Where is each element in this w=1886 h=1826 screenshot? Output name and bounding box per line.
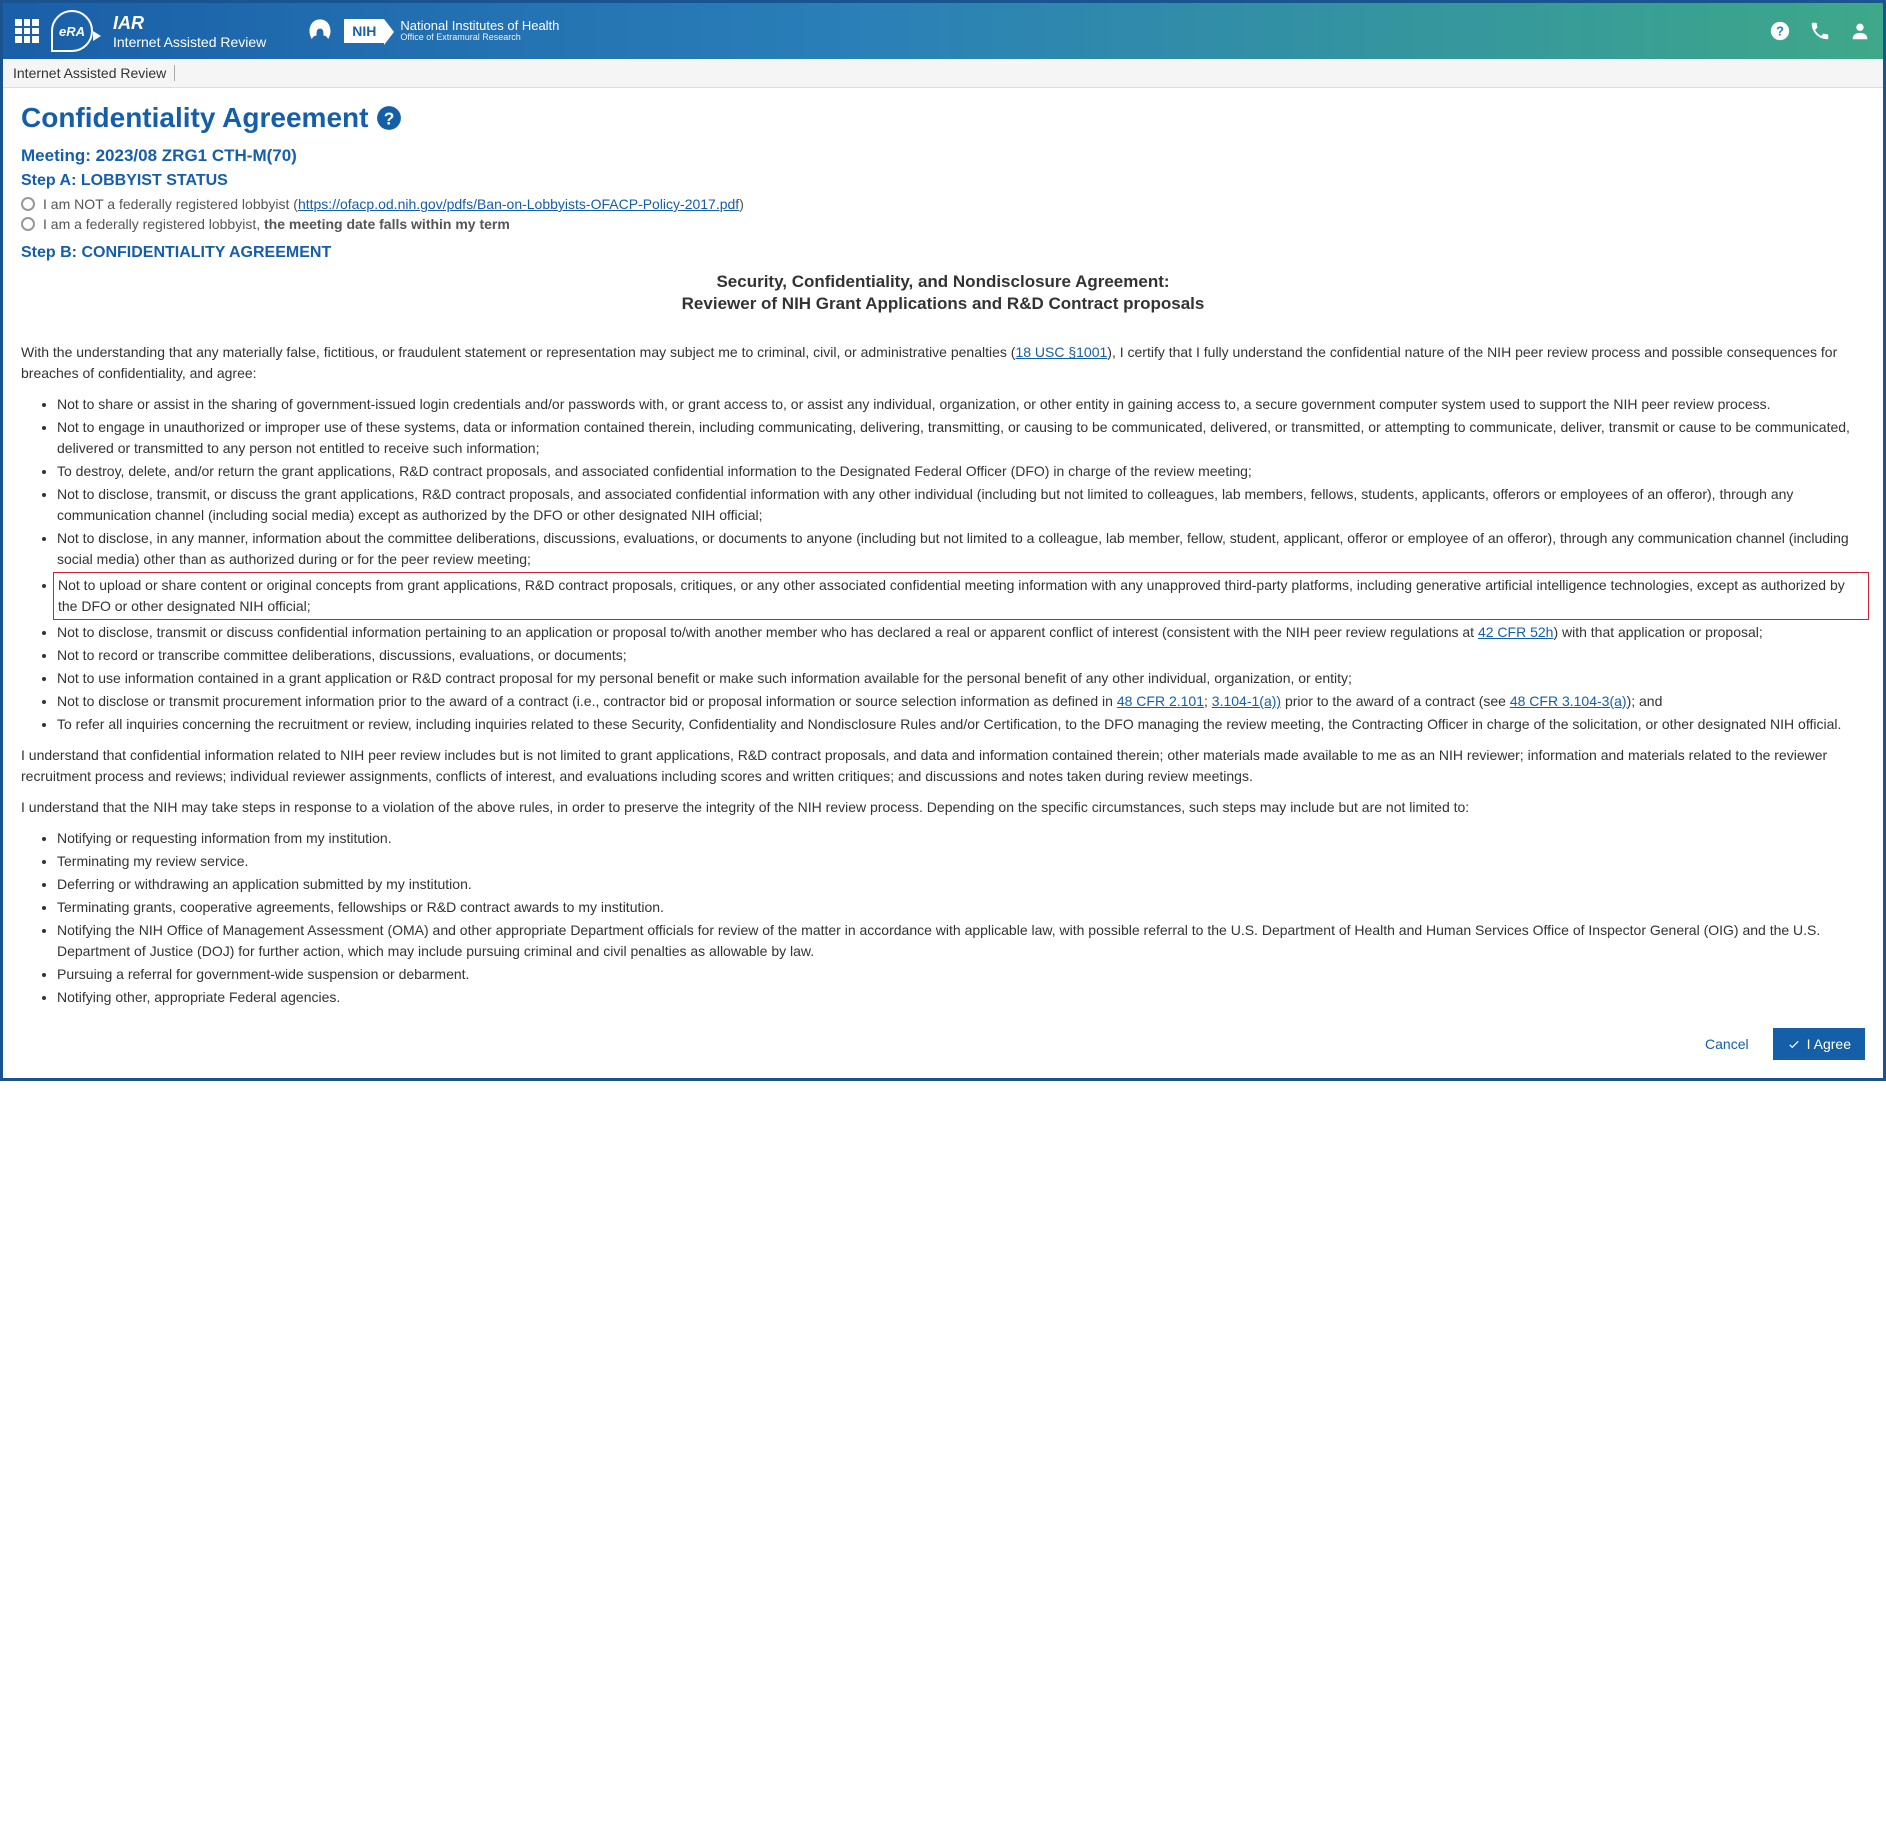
check-icon <box>1787 1037 1801 1051</box>
breadcrumb-item[interactable]: Internet Assisted Review <box>13 65 175 81</box>
understanding-para-1: I understand that confidential informati… <box>21 745 1865 787</box>
usc-1001-link[interactable]: 18 USC §1001 <box>1015 344 1107 360</box>
list-item: Not to engage in unauthorized or imprope… <box>57 417 1865 459</box>
radio2-text-bold: the meeting date falls within my term <box>264 216 510 232</box>
help-circle-icon[interactable]: ? <box>376 105 402 131</box>
era-logo[interactable]: eRA <box>51 10 93 52</box>
list-item: Notifying or requesting information from… <box>57 828 1865 849</box>
phone-icon[interactable] <box>1809 20 1831 42</box>
era-logo-text: eRA <box>51 10 93 52</box>
list-item: Not to disclose, transmit or discuss con… <box>57 622 1865 643</box>
list-item: Notifying other, appropriate Federal age… <box>57 987 1865 1008</box>
agree-button-label: I Agree <box>1807 1036 1851 1052</box>
radio1-text-post: ) <box>739 196 744 212</box>
nih-line2: Office of Extramural Research <box>400 33 559 43</box>
lobbyist-radio-not[interactable]: I am NOT a federally registered lobbyist… <box>21 196 1865 212</box>
agreement-subtitle: Reviewer of NIH Grant Applications and R… <box>21 294 1865 314</box>
list-item: Pursuing a referral for government-wide … <box>57 964 1865 985</box>
list-item: Not to share or assist in the sharing of… <box>57 394 1865 415</box>
apps-menu-icon[interactable] <box>15 19 39 43</box>
understanding-para-2: I understand that the NIH may take steps… <box>21 797 1865 818</box>
radio1-text-pre: I am NOT a federally registered lobbyist… <box>43 196 298 212</box>
svg-text:?: ? <box>1776 24 1784 39</box>
nih-logo-block: NIH National Institutes of Health Office… <box>344 19 559 43</box>
highlight-box: Not to upload or share content or origin… <box>53 572 1869 620</box>
page-content: Confidentiality Agreement ? Meeting: 202… <box>3 88 1883 1078</box>
nih-badge: NIH <box>344 19 384 43</box>
step-a-heading: Step A: LOBBYIST STATUS <box>21 172 1865 190</box>
cfr-3104-1a-link[interactable]: 3.104-1(a)) <box>1212 693 1281 709</box>
lobbyist-policy-link[interactable]: https://ofacp.od.nih.gov/pdfs/Ban-on-Lob… <box>298 196 739 212</box>
list-item: Notifying the NIH Office of Management A… <box>57 920 1865 962</box>
hhs-logo-icon <box>306 17 334 45</box>
app-title-block: IAR Internet Assisted Review <box>113 13 266 50</box>
radio2-text-pre: I am a federally registered lobbyist, <box>43 216 264 232</box>
list-item: Not to use information contained in a gr… <box>57 668 1865 689</box>
list-item: Deferring or withdrawing an application … <box>57 874 1865 895</box>
app-title-short: IAR <box>113 13 266 34</box>
lobbyist-radio-yes[interactable]: I am a federally registered lobbyist, th… <box>21 216 1865 232</box>
meeting-line: Meeting: 2023/08 ZRG1 CTH-M(70) <box>21 146 1865 166</box>
agreement-list-main: Not to share or assist in the sharing of… <box>21 394 1865 735</box>
breadcrumb-bar: Internet Assisted Review <box>3 59 1883 88</box>
agreement-title: Security, Confidentiality, and Nondisclo… <box>21 272 1865 292</box>
list-item: Not to disclose or transmit procurement … <box>57 691 1865 712</box>
user-icon[interactable] <box>1849 20 1871 42</box>
page-title-row: Confidentiality Agreement ? <box>21 102 1865 134</box>
agree-button[interactable]: I Agree <box>1773 1028 1865 1060</box>
radio-icon <box>21 217 35 231</box>
page-title: Confidentiality Agreement <box>21 102 368 134</box>
list-item-highlighted: Not to upload or share content or origin… <box>57 572 1865 620</box>
intro-paragraph: With the understanding that any material… <box>21 342 1865 384</box>
cfr-3104-3a-link[interactable]: 48 CFR 3.104-3(a) <box>1510 693 1627 709</box>
cancel-button[interactable]: Cancel <box>1693 1028 1761 1060</box>
consequences-list: Notifying or requesting information from… <box>21 828 1865 1008</box>
list-item: Not to disclose, transmit, or discuss th… <box>57 484 1865 526</box>
list-item: To destroy, delete, and/or return the gr… <box>57 461 1865 482</box>
list-item: Terminating grants, cooperative agreemen… <box>57 897 1865 918</box>
cfr-52h-link[interactable]: 42 CFR 52h <box>1478 624 1553 640</box>
help-icon[interactable]: ? <box>1769 20 1791 42</box>
svg-text:?: ? <box>384 109 395 129</box>
top-header: eRA IAR Internet Assisted Review NIH Nat… <box>3 3 1883 59</box>
cfr-2101-link[interactable]: 48 CFR 2.101 <box>1117 693 1204 709</box>
nih-line1: National Institutes of Health <box>400 19 559 33</box>
app-title-long: Internet Assisted Review <box>113 34 266 50</box>
list-item: Not to disclose, in any manner, informat… <box>57 528 1865 570</box>
list-item: To refer all inquiries concerning the re… <box>57 714 1865 735</box>
list-item: Not to record or transcribe committee de… <box>57 645 1865 666</box>
radio-icon <box>21 197 35 211</box>
step-b-heading: Step B: CONFIDENTIALITY AGREEMENT <box>21 244 1865 262</box>
footer-buttons: Cancel I Agree <box>21 1028 1865 1060</box>
list-item: Terminating my review service. <box>57 851 1865 872</box>
